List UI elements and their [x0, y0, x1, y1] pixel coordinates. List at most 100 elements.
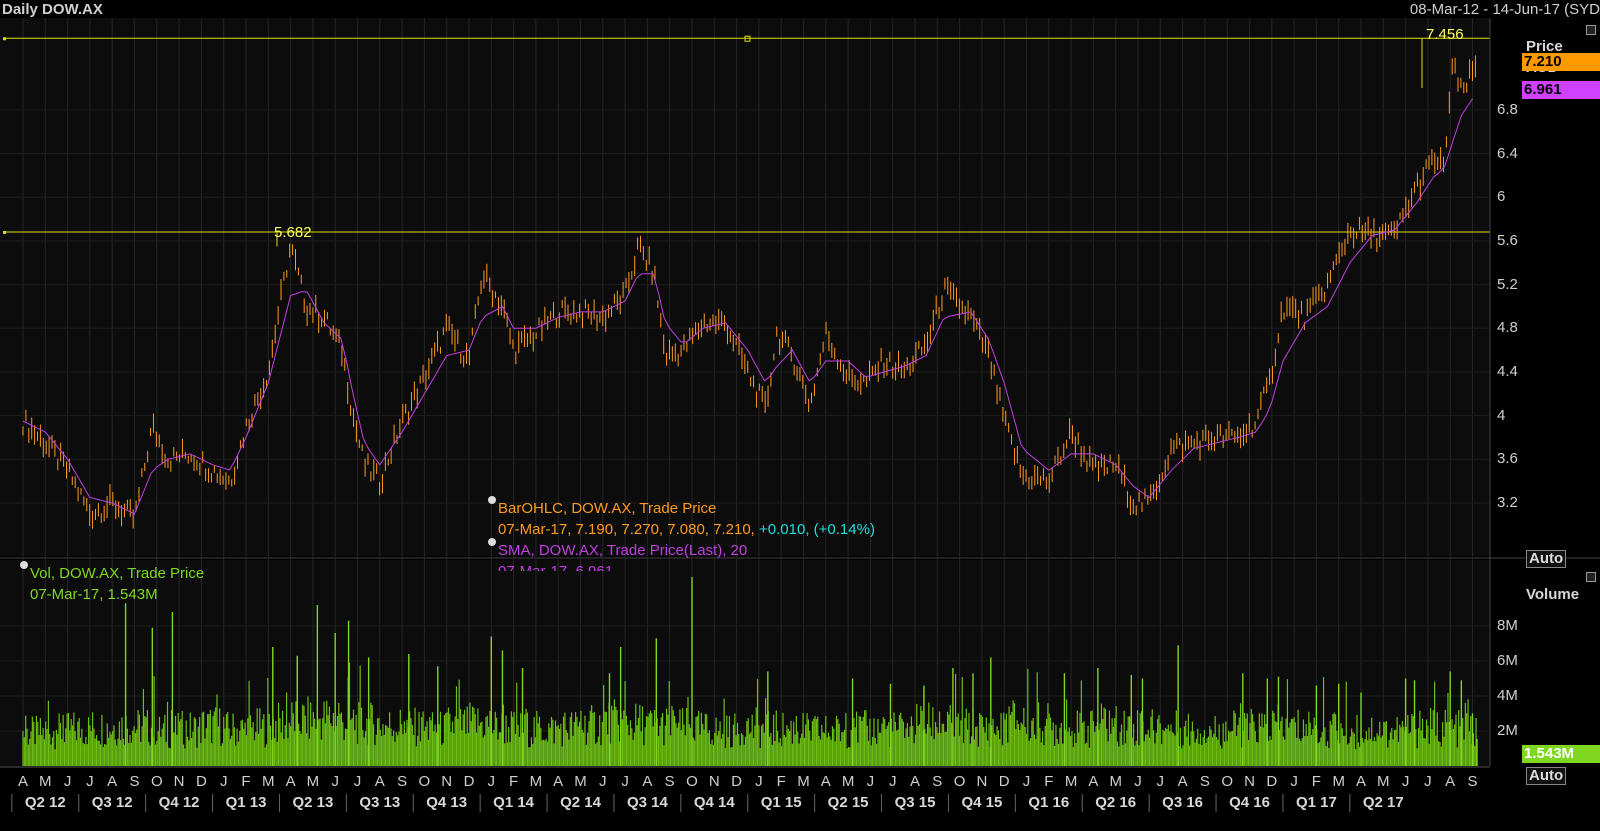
month-tick-label: J [621, 773, 629, 790]
volume-legend-title-text: Vol, DOW.AX, Trade Price [30, 565, 205, 582]
quarter-tick-label: Q3 15 [894, 794, 936, 811]
ohlc-values-text: 07-Mar-17, 7.190, 7.270, 7.080, 7.210, [498, 521, 755, 538]
sma-value-tag: 6.961 [1522, 81, 1600, 99]
month-tick-label: M [797, 773, 810, 790]
quarter-tick-label: Q2 13 [292, 794, 334, 811]
month-tick-label: D [195, 773, 207, 790]
volume-auto-button[interactable]: Auto [1526, 767, 1567, 785]
month-tick-label: D [463, 773, 475, 790]
quarter-tick-label: Q4 14 [693, 794, 735, 811]
price-panel-menu-icon[interactable] [1586, 25, 1596, 35]
sma-legend-icon[interactable] [488, 538, 496, 546]
month-tick-label: N [441, 773, 453, 790]
month-tick-label: J [888, 773, 897, 790]
month-tick-label: N [708, 773, 720, 790]
price-axis-title: Price [1526, 38, 1563, 55]
month-tick-label: N [173, 773, 185, 790]
last-volume-tag: 1.543M [1522, 745, 1600, 763]
sma-legend-values: 07-Mar-17, 6.961 [498, 561, 875, 571]
price-legend[interactable]: BarOHLC, DOW.AX, Trade Price 07-Mar-17, … [488, 496, 875, 571]
quarter-tick-label: Q4 13 [426, 794, 468, 811]
month-tick-label: S [1467, 773, 1478, 790]
ohlc-legend-icon[interactable] [488, 496, 496, 504]
month-tick-label: A [642, 773, 653, 790]
price-auto-button[interactable]: Auto [1526, 550, 1567, 568]
month-tick-label: A [1445, 773, 1456, 790]
month-tick-label: J [1290, 773, 1298, 790]
quarter-tick-label: Q3 14 [626, 794, 668, 811]
month-tick-label: O [1221, 773, 1234, 790]
volume-legend-icon[interactable] [20, 561, 28, 569]
quarter-tick-label: Q4 16 [1229, 794, 1270, 811]
price-tick-label: 3.2 [1497, 494, 1518, 511]
month-tick-label: M [1109, 773, 1122, 790]
reference-line-handle [744, 35, 751, 42]
month-tick-label: O [150, 773, 163, 790]
month-tick-label: M [1332, 773, 1345, 790]
sma-legend-title: SMA, DOW.AX, Trade Price(Last), 20 [488, 538, 875, 561]
month-tick-label: S [397, 773, 408, 790]
month-tick-label: A [553, 773, 564, 790]
price-tick-label: 5.6 [1497, 231, 1518, 249]
month-tick-label: J [219, 773, 228, 790]
month-tick-label: J [1134, 773, 1142, 790]
month-tick-label: A [285, 773, 296, 790]
last-price-tag: 7.210 [1522, 53, 1600, 71]
volume-tick-label: 2M [1497, 722, 1518, 739]
month-tick-label: D [1266, 773, 1278, 790]
month-tick-label: A [1177, 773, 1188, 790]
volume-legend[interactable]: Vol, DOW.AX, Trade Price 07-Mar-17, 1.54… [20, 561, 205, 605]
quarter-tick-label: Q2 17 [1362, 794, 1404, 811]
hline-label-high[interactable]: 7.456 [1426, 26, 1464, 43]
quarter-tick-label: Q2 15 [827, 794, 869, 811]
month-tick-label: M [1064, 773, 1078, 790]
month-tick-label: F [241, 773, 251, 790]
quarter-tick-label: Q2 12 [24, 794, 66, 811]
month-tick-label: J [487, 773, 496, 790]
price-tick-label: 3.6 [1497, 450, 1518, 468]
quarter-tick-label: Q1 16 [1028, 794, 1070, 811]
date-range: 08-Mar-12 - 14-Jun-17 (SYD [1409, 1, 1600, 18]
price-tick-label: 4.4 [1497, 362, 1518, 380]
quarter-tick-label: Q2 14 [560, 794, 601, 811]
chart-title: Daily DOW.AX [2, 1, 103, 18]
month-tick-label: D [731, 773, 743, 790]
quarter-tick-label: Q4 15 [961, 794, 1003, 811]
ohlc-change-text: +0.010, (+0.14%) [759, 521, 875, 538]
month-tick-label: A [820, 773, 831, 790]
ohlc-legend-title-text: BarOHLC, DOW.AX, Trade Price [498, 500, 717, 517]
month-tick-label: J [1424, 773, 1432, 790]
quarter-tick-label: Q1 15 [760, 794, 802, 811]
price-tick-label: 4 [1497, 406, 1506, 424]
month-tick-label: N [976, 773, 988, 790]
volume-tick-label: 4M [1497, 687, 1518, 704]
hline-label-prev-high[interactable]: 5.682 [274, 224, 312, 241]
quarter-tick-label: Q2 16 [1095, 794, 1137, 811]
month-tick-label: N [1244, 773, 1255, 790]
month-tick-label: O [686, 773, 698, 790]
price-panel-bg [0, 18, 1490, 556]
month-tick-label: O [953, 773, 966, 790]
month-tick-label: S [1199, 773, 1210, 790]
month-tick-label: J [86, 773, 94, 790]
volume-panel-menu-icon[interactable] [1586, 572, 1596, 582]
price-tick-label: 6 [1497, 188, 1506, 206]
price-tick-label: 6.4 [1497, 144, 1518, 162]
ohlc-legend-values: 07-Mar-17, 7.190, 7.270, 7.080, 7.210, +… [488, 519, 875, 540]
ohlc-legend-title: BarOHLC, DOW.AX, Trade Price [488, 496, 875, 519]
month-tick-label: J [63, 773, 72, 790]
month-tick-label: J [1022, 773, 1031, 790]
volume-tick-label: 8M [1497, 617, 1518, 634]
month-tick-label: J [1156, 773, 1165, 790]
month-tick-label: M [39, 773, 52, 790]
volume-legend-title: Vol, DOW.AX, Trade Price [20, 561, 205, 584]
month-tick-label: J [353, 773, 362, 790]
month-tick-label: A [374, 773, 385, 790]
month-tick-label: A [1355, 773, 1367, 790]
month-tick-label: O [418, 773, 431, 790]
month-tick-label: J [599, 773, 607, 790]
quarter-tick-label: Q3 13 [359, 794, 401, 811]
month-tick-label: F [509, 773, 519, 790]
month-tick-label: M [841, 773, 855, 790]
